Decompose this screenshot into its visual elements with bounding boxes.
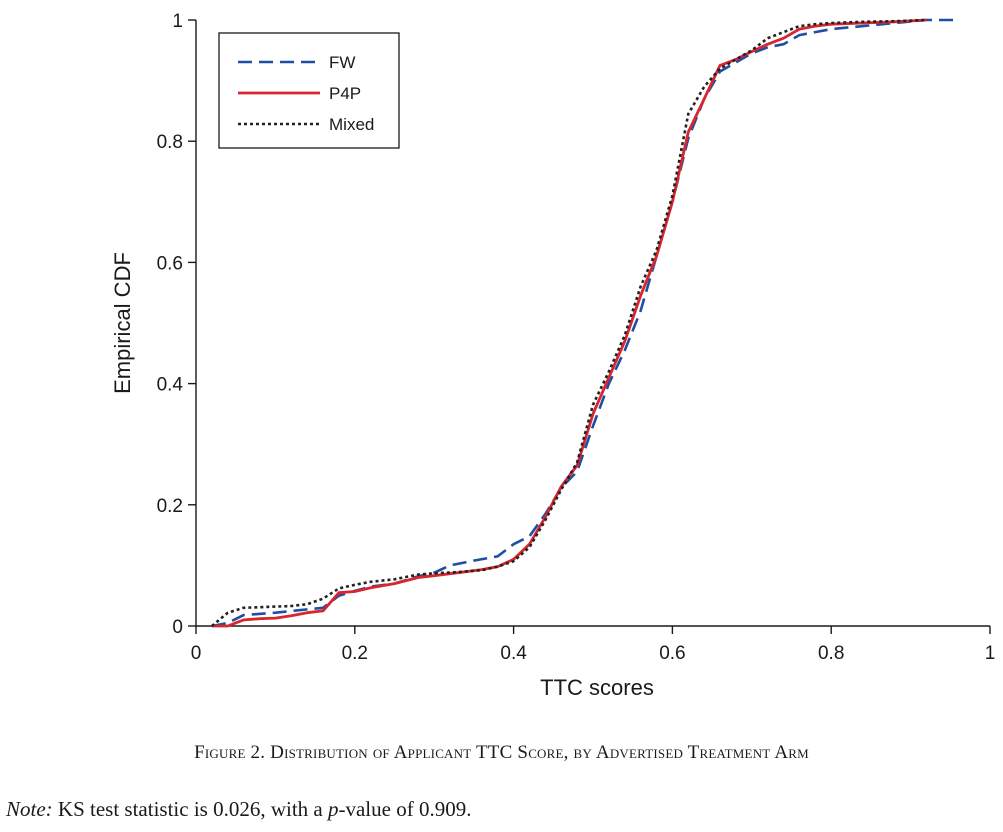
y-tick-label: 0.6 (157, 253, 183, 274)
x-tick-label: 0.2 (342, 643, 368, 664)
legend-label-p4p: P4P (329, 84, 361, 103)
y-axis-label: Empirical CDF (110, 252, 135, 394)
note-label: Note: (6, 797, 53, 821)
y-tick-label: 0.2 (157, 496, 183, 517)
legend-box (218, 32, 400, 149)
legend: FW P4P Mixed (218, 32, 400, 149)
note-text-end: -value of 0.909. (338, 797, 472, 821)
series-line-p4p (211, 18, 927, 628)
note-text-start: KS test statistic is 0.026, with a (52, 797, 328, 821)
x-tick-label: 1 (985, 643, 996, 664)
x-axis-label: TTC scores (540, 675, 654, 700)
x-tick-label: 0.6 (659, 643, 685, 664)
y-tick-label: 0.4 (157, 375, 184, 396)
figure-note: Note: KS test statistic is 0.026, with a… (6, 797, 471, 822)
series-layer (211, 18, 959, 628)
x-tick-label: 0 (191, 643, 202, 664)
axes: 0 0.2 0.4 0.6 0.8 1 0 0.2 0.4 0.6 0.8 1 (157, 11, 996, 664)
note-p-symbol: p (327, 797, 339, 821)
y-tick-label: 0.8 (157, 132, 183, 153)
figure-caption: Figure 2. Distribution of Applicant TTC … (194, 742, 809, 763)
legend-label-fw: FW (329, 53, 355, 72)
cdf-chart: 0 0.2 0.4 0.6 0.8 100.20.40.60.81 FWP4PMixed … (110, 11, 996, 700)
y-tick-label: 0 (172, 617, 183, 638)
legend-label-mixed: Mixed (329, 115, 374, 134)
y-tick-label: 1 (172, 11, 183, 32)
x-tick-label: 0.8 (818, 643, 844, 664)
x-tick-label: 0.4 (500, 643, 527, 664)
